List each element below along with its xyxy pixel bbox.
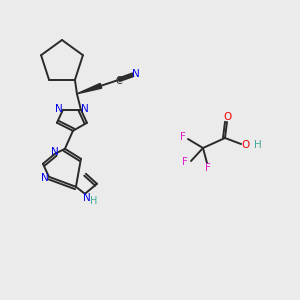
- Text: N: N: [83, 193, 91, 203]
- Text: F: F: [205, 163, 211, 173]
- Text: N: N: [41, 173, 49, 183]
- Text: N: N: [55, 104, 63, 114]
- Text: C: C: [116, 76, 122, 86]
- Text: F: F: [180, 132, 186, 142]
- Text: N: N: [81, 104, 89, 114]
- Text: H: H: [254, 140, 262, 150]
- Text: N: N: [51, 147, 59, 157]
- Text: F: F: [182, 157, 188, 167]
- Text: O: O: [223, 112, 231, 122]
- Text: N: N: [132, 69, 140, 79]
- Polygon shape: [77, 83, 102, 94]
- Text: H: H: [90, 196, 98, 206]
- Text: O: O: [242, 140, 250, 150]
